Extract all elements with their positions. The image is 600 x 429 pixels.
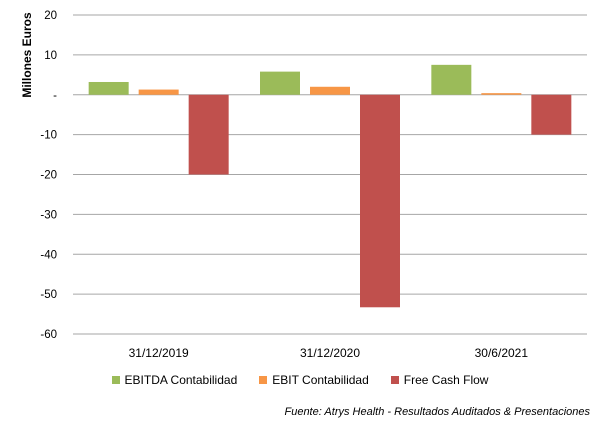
legend: EBITDA Contabilidad EBIT Contabilidad Fr… (0, 373, 600, 387)
legend-label-ebitda: EBITDA Contabilidad (124, 373, 238, 387)
bar (188, 94, 229, 175)
bar (260, 71, 300, 95)
bar (531, 94, 572, 135)
legend-label-fcf: Free Cash Flow (403, 373, 489, 387)
y-tick-label: -10 (40, 130, 57, 142)
bars (88, 64, 572, 308)
legend-swatch-ebitda (111, 376, 120, 384)
legend-item-ebit: EBIT Contabilidad (259, 373, 369, 387)
bar (360, 94, 400, 308)
bar (88, 81, 129, 95)
y-tick-label: -30 (40, 209, 57, 221)
y-tick-label: 10 (44, 50, 57, 62)
x-category-label: 31/12/2020 (300, 346, 360, 360)
gridlines (73, 14, 587, 335)
y-axis-ticks: 20 10 - -10 -20 -30 -40 -50 -60 (40, 10, 57, 341)
bar (431, 64, 472, 95)
legend-swatch-ebit (259, 376, 268, 384)
source-note: Fuente: Atrys Health - Resultados Audita… (284, 406, 590, 418)
y-tick-label: -40 (40, 249, 57, 261)
y-tick-label: -60 (40, 329, 57, 341)
legend-label-ebit: EBIT Contabilidad (272, 373, 369, 387)
y-tick-label: -50 (40, 289, 57, 301)
bar (481, 93, 522, 95)
y-tick-label: 20 (44, 10, 57, 22)
bar (138, 89, 179, 95)
y-tick-label: -20 (40, 170, 57, 182)
bar (310, 86, 350, 95)
legend-item-fcf: Free Cash Flow (390, 373, 489, 387)
y-axis-label: Millones Euros (20, 12, 34, 98)
legend-item-ebitda: EBITDA Contabilidad (111, 373, 238, 387)
legend-swatch-fcf (390, 376, 399, 384)
x-category-label: 30/6/2021 (475, 346, 529, 360)
x-category-label: 31/12/2019 (129, 346, 189, 360)
y-tick-label: - (53, 90, 57, 102)
x-axis-categories: 31/12/2019 31/12/2020 30/6/2021 (129, 346, 529, 360)
